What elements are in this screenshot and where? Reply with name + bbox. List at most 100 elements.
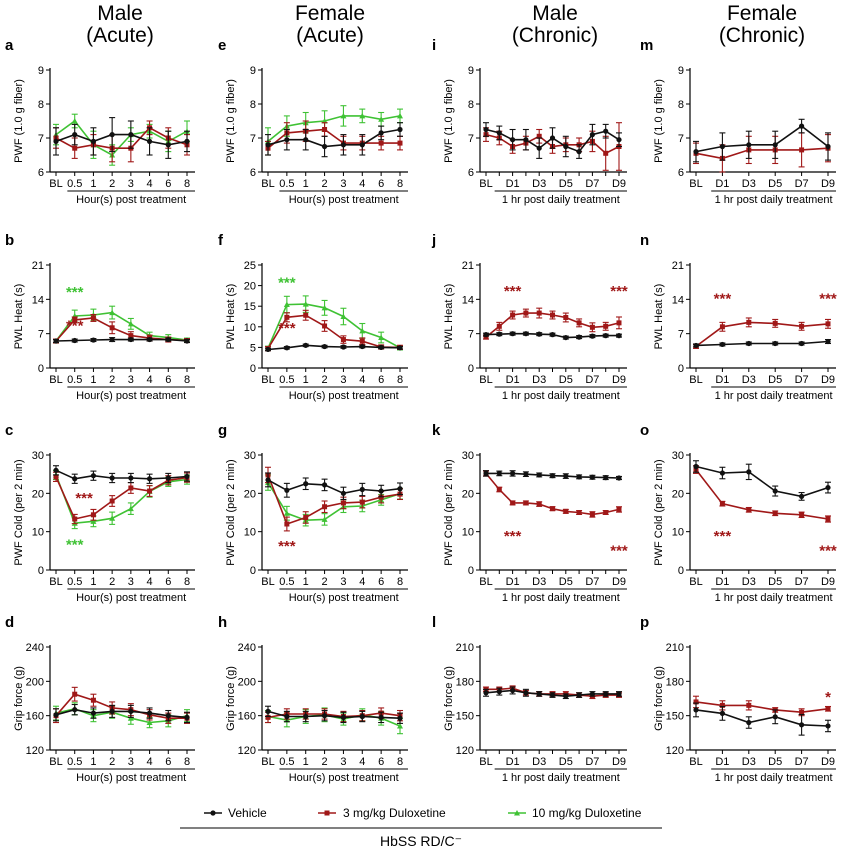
series-10-mg-kg-duloxetine [265,474,403,527]
data-point [378,140,384,146]
legend-item-10mg: 10 mg/kg Duloxetine [508,806,642,820]
data-point [719,470,726,476]
y-tick-label: 120 [666,745,684,757]
y-tick-label: 30 [244,450,256,462]
data-point [165,713,171,719]
x-tick-label: 2 [109,178,115,190]
data-point [563,314,569,320]
panel-letter-i: i [432,37,436,54]
series-line [267,712,401,719]
panel-i: i 6 7 8 9 PWF (1.0 g fiber) BL D1 D3 D5 D7 D9 1 hr p… [432,37,627,206]
series-line [267,710,401,719]
panel-letter-k: k [432,422,441,439]
data-point [550,506,555,512]
data-point [128,333,134,339]
series-vehicle [483,470,622,481]
panel-letter-e: e [218,37,226,54]
x-tick-label: 1 [90,756,96,768]
data-point [72,132,78,138]
data-point [603,510,609,515]
data-point [509,331,516,337]
data-point [321,118,328,124]
data-point [397,715,403,721]
series-line [55,311,188,342]
series-vehicle [265,122,403,158]
data-point [397,140,403,146]
y-tick-label: 200 [238,676,256,688]
legend-label-10mg: 10 mg/kg Duloxetine [532,806,642,820]
series-vehicle [483,122,622,159]
x-tick-label: D7 [795,178,809,190]
data-point [378,488,384,494]
series-line [695,709,829,727]
data-point [340,112,347,119]
x-tick-label: D1 [715,178,729,190]
data-point [53,474,59,480]
data-point [359,713,365,720]
data-point [693,342,699,349]
x-tick-label: 0.5 [67,576,82,588]
y-tick-label: 14 [672,294,684,306]
y-tick-label: 0 [250,363,256,375]
x-tick-label: 3 [340,178,346,190]
data-point [127,320,134,327]
data-point [616,691,622,697]
x-tick-label: D9 [821,178,835,190]
data-point [589,474,596,480]
x-tick-label: D5 [559,576,573,588]
y-tick-label: 240 [26,642,44,654]
data-point [340,500,346,506]
x-tick-label: D7 [585,178,599,190]
data-point [359,338,365,344]
y-tick-label: 14 [462,294,474,306]
x-tick-label: 4 [147,374,153,386]
data-point [693,149,699,155]
significance-label: *** [75,490,93,507]
data-point [825,338,831,345]
data-point [184,473,190,480]
x-tick-label: BL [689,756,702,768]
data-point [563,473,569,479]
x-axis-label: Hour(s) post treatment [289,390,399,402]
y-axis-label: PWF Cold (per 2 min) [653,459,665,565]
data-point [90,710,97,716]
data-point [576,334,582,340]
data-point [397,486,403,492]
data-point [719,143,726,150]
data-point [53,712,59,718]
series-line [55,474,188,525]
x-tick-label: D3 [532,576,546,588]
data-point [496,487,502,492]
data-point [509,137,516,143]
column-header-3-line1: Male [532,2,578,25]
data-point [265,142,271,148]
data-point [128,132,134,138]
significance-label: *** [819,542,837,559]
series-line [695,469,829,520]
data-point [589,691,596,697]
data-point [128,485,134,491]
y-tick-label: 9 [250,65,256,77]
y-tick-label: 120 [456,745,474,757]
data-point [265,346,271,353]
x-axis-label: Hour(s) post treatment [289,772,399,784]
y-axis-label: Grip force (g) [653,666,665,731]
data-point [523,690,529,696]
y-tick-label: 20 [244,488,256,500]
series-line [267,344,401,351]
x-tick-label: D7 [795,756,809,768]
y-tick-label: 10 [244,322,256,334]
panel-m: m 6 7 8 9 PWF (1.0 g fiber) BL D1 D3 D5 D7 D9 1 hr p… [640,37,836,206]
y-axis-label: Grip force (g) [443,666,455,731]
data-point [184,714,190,720]
data-point [616,320,622,326]
x-tick-label: D1 [506,756,520,768]
significance-label: *** [278,320,296,337]
significance-label: *** [819,290,837,307]
data-point [265,708,271,714]
series-line [267,482,401,522]
data-point [693,699,699,705]
data-point [109,309,116,316]
x-tick-label: 1 [90,374,96,386]
